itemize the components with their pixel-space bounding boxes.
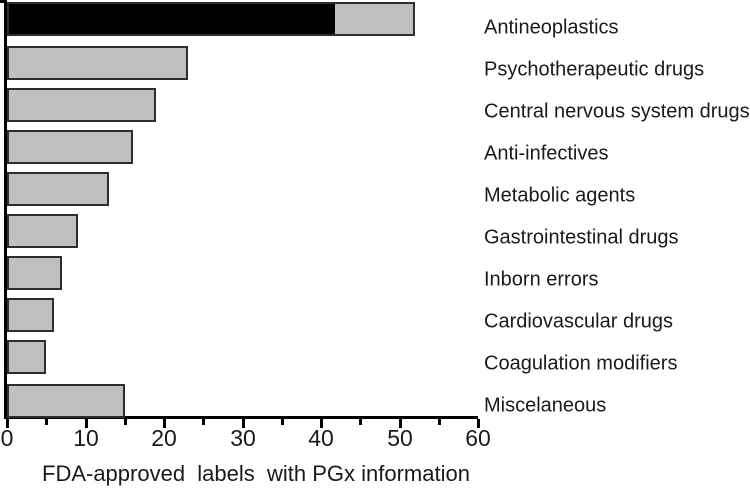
x-axis-major-tick <box>163 419 166 428</box>
category-label: Metabolic agents <box>484 184 636 207</box>
bar-inborn-errors <box>7 256 62 290</box>
category-label: Coagulation modifiers <box>484 352 678 375</box>
bar-metabolic-agents <box>7 172 109 206</box>
x-axis-minor-tick <box>438 419 441 425</box>
category-label: Psychotherapeutic drugs <box>484 58 705 81</box>
bar-row <box>7 294 478 336</box>
x-axis-major-tick <box>477 419 480 428</box>
plot-area <box>0 0 478 420</box>
category-label: Miscelaneous <box>484 394 607 417</box>
bar-row <box>7 84 478 126</box>
bar-coagulation-modifiers <box>7 340 46 374</box>
bar-segment <box>9 48 186 78</box>
bar-row <box>7 168 478 210</box>
x-tick-label: 50 <box>387 425 413 451</box>
bar-row <box>7 42 478 84</box>
bar-psychotherapeutic-drugs <box>7 46 188 80</box>
x-axis-minor-tick <box>202 419 205 425</box>
bar-segment <box>9 174 107 204</box>
x-axis-title: FDA-approved labels with PGx information <box>42 461 470 486</box>
x-axis-major-tick <box>320 419 323 428</box>
category-label: Cardiovascular drugs <box>484 310 673 333</box>
category-labels: Antineoplastics Psychotherapeutic drugs Ce… <box>484 0 750 420</box>
x-axis-ticks <box>6 419 480 431</box>
bar-row <box>7 336 478 378</box>
bar-row <box>7 210 478 252</box>
bar-segment <box>9 386 123 416</box>
y-axis-top-tick <box>0 0 4 3</box>
bar-cardiovascular-drugs <box>7 298 54 332</box>
x-axis-minor-tick <box>359 419 362 425</box>
category-label: Anti-infectives <box>484 142 609 165</box>
bar-segment <box>9 90 154 120</box>
bars-container <box>7 0 478 420</box>
bar-segment <box>9 216 76 246</box>
x-tick-label: 60 <box>465 425 491 451</box>
x-axis-major-tick <box>6 419 9 428</box>
bar-segment <box>9 300 52 330</box>
x-tick-label: 40 <box>308 425 334 451</box>
bar-row <box>7 378 478 420</box>
x-axis-major-tick <box>85 419 88 428</box>
category-label: Antineoplastics <box>484 16 619 39</box>
x-axis-minor-tick <box>281 419 284 425</box>
bar-anti-infectives <box>7 130 133 164</box>
bar-antineoplastics <box>7 2 415 36</box>
x-axis-tick-labels: 0 10 20 30 40 50 60 <box>1 425 491 451</box>
category-label: Central nervous system drugs <box>484 100 750 123</box>
bar-gastrointestinal-drugs <box>7 214 78 248</box>
bar-miscelaneous <box>7 384 125 418</box>
x-tick-label: 10 <box>73 425 99 451</box>
bar-segment <box>335 4 413 34</box>
bar-segment <box>9 4 336 34</box>
x-tick-label: 30 <box>230 425 256 451</box>
x-axis-major-tick <box>399 419 402 428</box>
bar-row <box>7 0 478 42</box>
x-axis-minor-tick <box>124 419 127 425</box>
bar-segment <box>9 258 60 288</box>
x-tick-label: 0 <box>0 425 14 451</box>
x-axis-minor-tick <box>45 419 48 425</box>
bar-central-nervous-system-drugs <box>7 88 156 122</box>
bar-row <box>7 252 478 294</box>
bar-segment <box>9 342 44 372</box>
bar-row <box>7 126 478 168</box>
bar-segment <box>9 132 131 162</box>
category-label: Gastrointestinal drugs <box>484 226 679 249</box>
x-tick-label: 20 <box>151 425 177 451</box>
category-label: Inborn errors <box>484 268 599 291</box>
x-axis-major-tick <box>242 419 245 428</box>
